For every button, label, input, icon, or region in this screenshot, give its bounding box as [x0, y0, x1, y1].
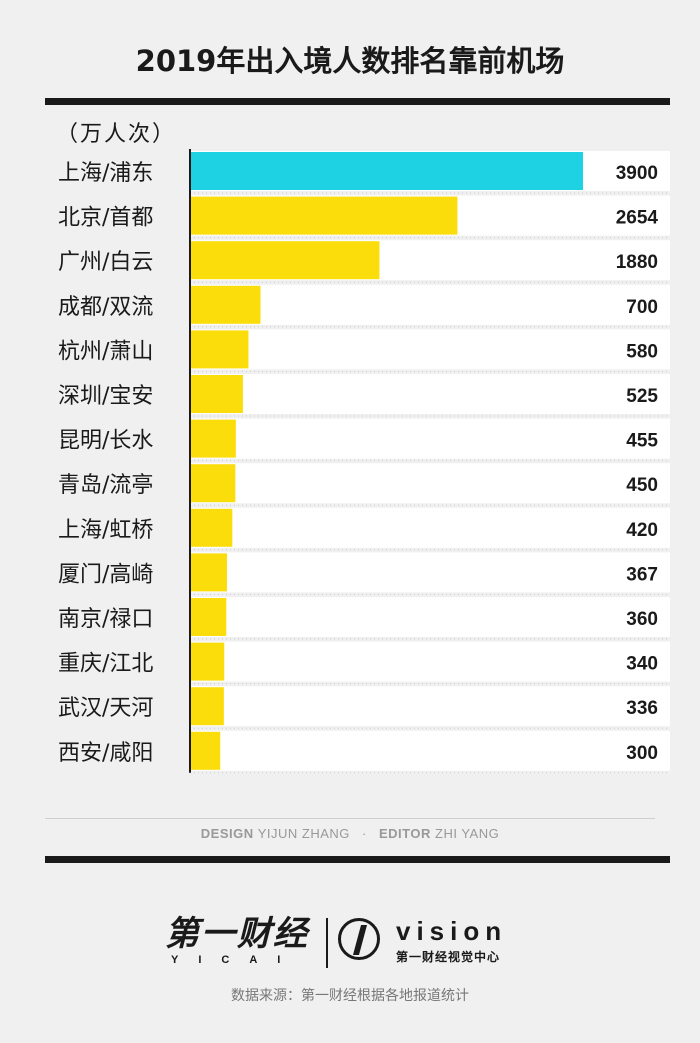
category-label: 上海/虹桥: [58, 518, 153, 543]
unit-label: （万人次）: [56, 122, 177, 147]
value-label: 367: [626, 564, 658, 585]
credits-separator: ·: [362, 826, 367, 841]
row-background: [190, 641, 670, 682]
bar: [190, 375, 243, 413]
bar: [190, 464, 236, 503]
bar: [190, 285, 261, 324]
bar: [190, 196, 458, 235]
category-label: 杭州/萧山: [58, 339, 153, 364]
vision-logo-word: vision: [396, 916, 508, 946]
category-label: 广州/白云: [58, 250, 153, 275]
category-label: 西安/咸阳: [58, 741, 153, 766]
value-label: 300: [626, 743, 658, 764]
value-label: 455: [626, 431, 658, 452]
category-label: 南京/禄口: [58, 607, 153, 632]
value-label: 1880: [616, 252, 658, 273]
vision-mark-icon: [338, 918, 380, 960]
category-label: 厦门/高崎: [58, 562, 153, 587]
value-label: 525: [626, 386, 658, 407]
bar: [190, 330, 249, 369]
bar: [190, 152, 583, 190]
vision-logo-sub: 第一财经视觉中心: [396, 950, 501, 964]
row-background: [190, 730, 670, 771]
value-label: 3900: [616, 163, 658, 184]
row-background: [190, 507, 670, 548]
value-label: 336: [626, 698, 658, 719]
bar: [190, 731, 221, 770]
credits-line: DESIGN YIJUN ZHANG · EDITOR ZHI YANG: [0, 826, 700, 841]
title-underline: [45, 98, 670, 105]
value-label: 450: [626, 475, 658, 496]
editor-label: EDITOR: [379, 826, 431, 841]
category-label: 北京/首都: [58, 206, 153, 231]
bar-chart: 上海/浦东 3900 北京/首都 2654 广州/白云 1880 成都/双流 700 杭州/萧山…: [58, 149, 670, 774]
editor-name: ZHI YANG: [435, 826, 500, 841]
yicai-logo-en: YICAI: [171, 954, 301, 966]
category-label: 青岛/流亭: [58, 473, 153, 498]
category-label: 成都/双流: [58, 295, 153, 320]
category-label: 深圳/宝安: [58, 384, 153, 409]
value-label: 700: [626, 297, 658, 318]
category-label: 武汉/天河: [58, 696, 153, 721]
bar: [190, 241, 380, 280]
value-label: 340: [626, 654, 658, 675]
value-label: 360: [626, 609, 658, 630]
data-source: 数据来源：第一财经根据各地报道统计: [231, 988, 469, 1004]
logo-divider: [326, 918, 328, 968]
value-label: 580: [626, 341, 658, 362]
bar: [190, 642, 225, 681]
category-label: 昆明/长水: [58, 429, 153, 454]
value-label: 420: [626, 520, 658, 541]
bar: [190, 687, 224, 726]
row-background: [190, 418, 670, 459]
yicai-logo: 第一财经 YICAI: [165, 914, 315, 970]
bar: [190, 553, 227, 592]
yicai-logo-cn: 第一财经: [165, 914, 309, 954]
vision-logo: vision 第一财经视觉中心: [338, 914, 538, 970]
row-background: [190, 374, 670, 414]
bar: [190, 598, 227, 636]
bar: [190, 419, 236, 458]
row-background: [190, 329, 670, 370]
bar: [190, 508, 233, 547]
design-name: YIJUN ZHANG: [257, 826, 350, 841]
category-label: 上海/浦东: [58, 161, 153, 186]
row-background: [190, 686, 670, 727]
row-background: [190, 463, 670, 504]
value-label: 2654: [616, 208, 659, 229]
row-background: [190, 284, 670, 325]
design-label: DESIGN: [200, 826, 254, 841]
credits-top-divider: [45, 818, 655, 819]
chart-title: 2019年出入境人数排名靠前机场: [135, 44, 565, 78]
category-label: 重庆/江北: [58, 652, 153, 677]
row-background: [190, 552, 670, 593]
footer-divider: [45, 856, 670, 863]
row-background: [190, 597, 670, 637]
